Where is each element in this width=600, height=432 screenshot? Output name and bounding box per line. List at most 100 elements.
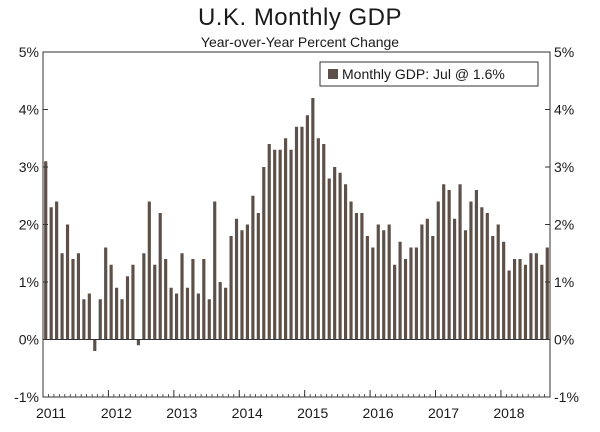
y-tick-label-left: 4% xyxy=(19,102,39,118)
bar xyxy=(251,195,255,340)
bar xyxy=(158,213,162,340)
bar xyxy=(403,259,408,340)
bar xyxy=(409,247,413,340)
bar xyxy=(398,241,402,340)
bar xyxy=(218,282,222,340)
bar xyxy=(55,201,59,340)
bar xyxy=(240,230,244,340)
bar xyxy=(125,276,130,340)
bar xyxy=(322,144,326,340)
x-tick-label: 2013 xyxy=(166,405,197,421)
x-tick-label: 2014 xyxy=(232,405,263,421)
bar xyxy=(120,299,124,340)
bar xyxy=(82,299,86,340)
bar xyxy=(485,213,489,340)
x-tick-label: 2016 xyxy=(363,405,394,421)
bar xyxy=(333,167,337,340)
bar xyxy=(502,241,506,340)
bar xyxy=(365,236,369,340)
chart-subtitle: Year-over-Year Percent Change xyxy=(200,34,400,50)
legend-box xyxy=(319,61,539,87)
bar xyxy=(300,126,304,340)
bar xyxy=(316,138,320,340)
bar xyxy=(245,224,250,340)
x-tick-label: 2012 xyxy=(101,405,132,421)
bar xyxy=(104,247,108,340)
bar xyxy=(229,236,233,340)
bar xyxy=(420,224,424,340)
x-tick-label: 2015 xyxy=(297,405,328,421)
bar xyxy=(87,293,91,340)
bar xyxy=(507,270,511,340)
bar xyxy=(540,264,544,340)
bar xyxy=(76,253,81,340)
legend-label: Monthly GDP: Jul @ 1.6% xyxy=(342,66,505,82)
x-tick-label: 2018 xyxy=(493,405,524,421)
bar xyxy=(442,184,446,340)
bar xyxy=(224,287,228,340)
bar xyxy=(474,190,478,340)
bar xyxy=(518,259,522,340)
bar xyxy=(338,172,342,340)
bar xyxy=(414,247,419,340)
axes: -1% -1% 0% 0% 1% 1% 2% 2% 3% 3% 4% 4% 5% 5% 2011 2012 20… xyxy=(14,44,579,421)
bar xyxy=(496,224,500,340)
bar xyxy=(109,264,113,340)
bar xyxy=(458,184,462,340)
bar xyxy=(534,253,538,340)
y-tick-label-left: 0% xyxy=(19,332,39,348)
bar xyxy=(234,218,239,340)
bar xyxy=(164,259,168,340)
bar xyxy=(191,259,195,340)
bar xyxy=(136,339,140,346)
bar xyxy=(523,264,528,340)
bar xyxy=(256,213,260,340)
bar xyxy=(469,201,473,340)
bar xyxy=(98,299,102,340)
legend: Monthly GDP: Jul @ 1.6% xyxy=(319,61,539,87)
bar xyxy=(131,264,135,340)
bar xyxy=(147,201,151,340)
bar xyxy=(387,224,391,340)
bar xyxy=(480,207,484,340)
bar xyxy=(267,144,271,340)
bar xyxy=(65,224,70,340)
bar xyxy=(174,293,179,340)
bar xyxy=(142,253,146,340)
bar xyxy=(207,299,211,340)
bar xyxy=(278,149,282,340)
x-tick-label: 2011 xyxy=(36,405,66,421)
y-tick-label-left: 3% xyxy=(19,159,39,175)
bar xyxy=(44,161,48,340)
y-tick-label-right: 3% xyxy=(554,159,574,175)
bar xyxy=(71,259,75,340)
bar xyxy=(180,253,184,340)
y-tick-label-left: 1% xyxy=(19,274,39,290)
bar xyxy=(425,218,429,340)
bar xyxy=(115,287,119,340)
y-tick-label-right: -1% xyxy=(554,389,579,405)
bar xyxy=(202,259,206,340)
bar xyxy=(262,167,266,340)
bar xyxy=(289,149,293,340)
bar xyxy=(376,224,380,340)
legend-swatch xyxy=(328,69,338,79)
bar xyxy=(213,201,217,340)
bar xyxy=(463,230,468,340)
bar xyxy=(360,213,364,340)
bar xyxy=(49,207,53,340)
y-tick-label-left: -1% xyxy=(14,389,39,405)
bar xyxy=(294,126,299,340)
y-tick-label-right: 2% xyxy=(554,217,574,233)
y-tick-label-left: 2% xyxy=(19,217,39,233)
bar xyxy=(185,287,190,340)
bar xyxy=(169,287,173,340)
y-tick-label-right: 4% xyxy=(554,102,574,118)
bar xyxy=(382,230,386,340)
y-tick-label-left: 5% xyxy=(19,44,39,60)
bar xyxy=(529,253,533,340)
bar xyxy=(93,339,97,351)
bar xyxy=(311,98,315,340)
chart-title: U.K. Monthly GDP xyxy=(197,4,403,31)
